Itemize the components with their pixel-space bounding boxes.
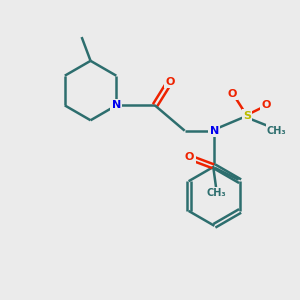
Text: S: S	[243, 111, 251, 121]
Text: N: N	[210, 126, 219, 136]
Text: CH₃: CH₃	[206, 188, 226, 198]
Text: N: N	[112, 100, 121, 110]
Text: O: O	[165, 76, 175, 87]
Text: CH₃: CH₃	[267, 126, 286, 136]
Text: O: O	[227, 88, 237, 98]
Text: O: O	[262, 100, 271, 110]
Text: O: O	[185, 152, 194, 162]
